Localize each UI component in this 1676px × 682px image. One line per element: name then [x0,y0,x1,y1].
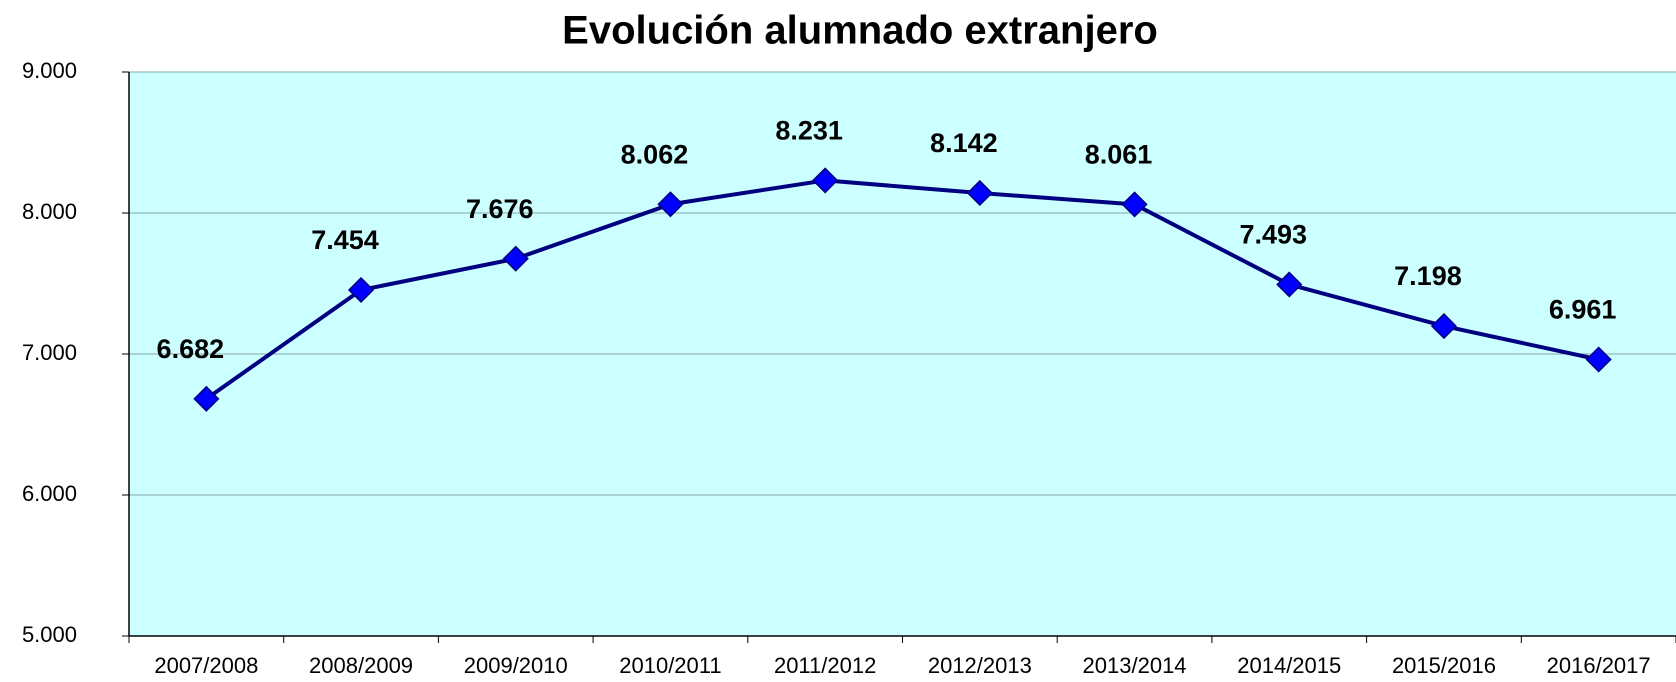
marker [966,179,993,207]
marker [193,385,220,412]
series-line [205,178,1600,401]
value-label: 8.061 [1085,140,1153,170]
value-label: 7.198 [1394,261,1462,291]
x-tick-label: 2016/2017 [1547,653,1651,678]
marker [657,191,684,218]
value-label: 6.682 [157,334,225,364]
marker [1121,191,1148,218]
marker [812,167,839,194]
x-tick-label: 2011/2012 [774,653,876,678]
value-label: 6.961 [1549,295,1617,325]
y-tick-label: 8.000 [22,199,77,224]
x-tick-label: 2013/2014 [1083,653,1187,678]
marker [1585,346,1612,373]
y-tick-label: 6.000 [22,481,77,506]
chart-title: Evolución alumnado extranjero [562,9,1158,53]
marker [502,245,529,272]
marker [347,276,375,304]
value-label: 8.231 [775,116,843,146]
x-tick-label: 2008/2009 [309,653,413,678]
x-tick-label: 2010/2011 [619,653,721,678]
y-tick-label: 7.000 [22,340,77,365]
marker [1430,313,1458,340]
x-tick-label: 2009/2010 [464,653,568,678]
y-tick-label: 9.000 [22,58,77,83]
x-tick-label: 2012/2013 [928,653,1032,678]
value-label: 8.062 [621,139,689,169]
x-tick-label: 2007/2008 [154,653,258,678]
x-tick-label: 2015/2016 [1392,653,1496,678]
y-tick-label: 5.000 [22,622,77,647]
x-tick-label: 2014/2015 [1237,653,1341,678]
value-label: 8.142 [930,128,998,158]
value-label: 7.493 [1239,220,1307,250]
value-label: 7.454 [311,225,379,255]
value-label: 7.676 [466,194,534,224]
marker [1276,271,1303,298]
